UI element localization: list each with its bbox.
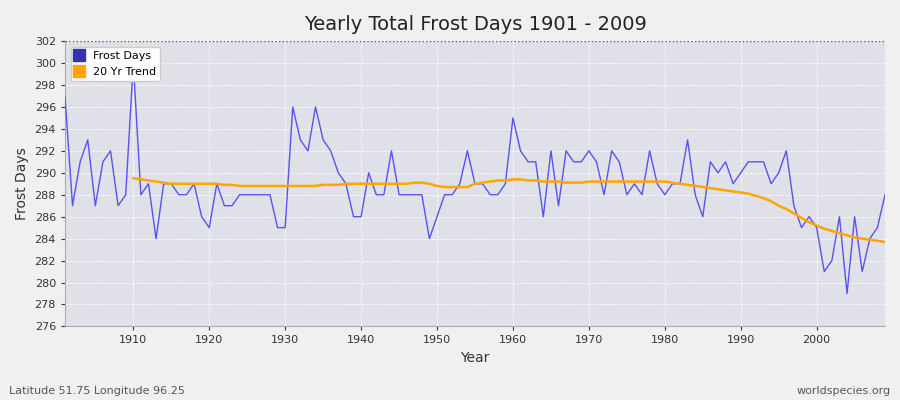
Text: worldspecies.org: worldspecies.org	[796, 386, 891, 396]
Y-axis label: Frost Days: Frost Days	[15, 147, 29, 220]
Title: Yearly Total Frost Days 1901 - 2009: Yearly Total Frost Days 1901 - 2009	[303, 15, 646, 34]
X-axis label: Year: Year	[460, 351, 490, 365]
Legend: Frost Days, 20 Yr Trend: Frost Days, 20 Yr Trend	[70, 47, 160, 81]
Text: Latitude 51.75 Longitude 96.25: Latitude 51.75 Longitude 96.25	[9, 386, 184, 396]
